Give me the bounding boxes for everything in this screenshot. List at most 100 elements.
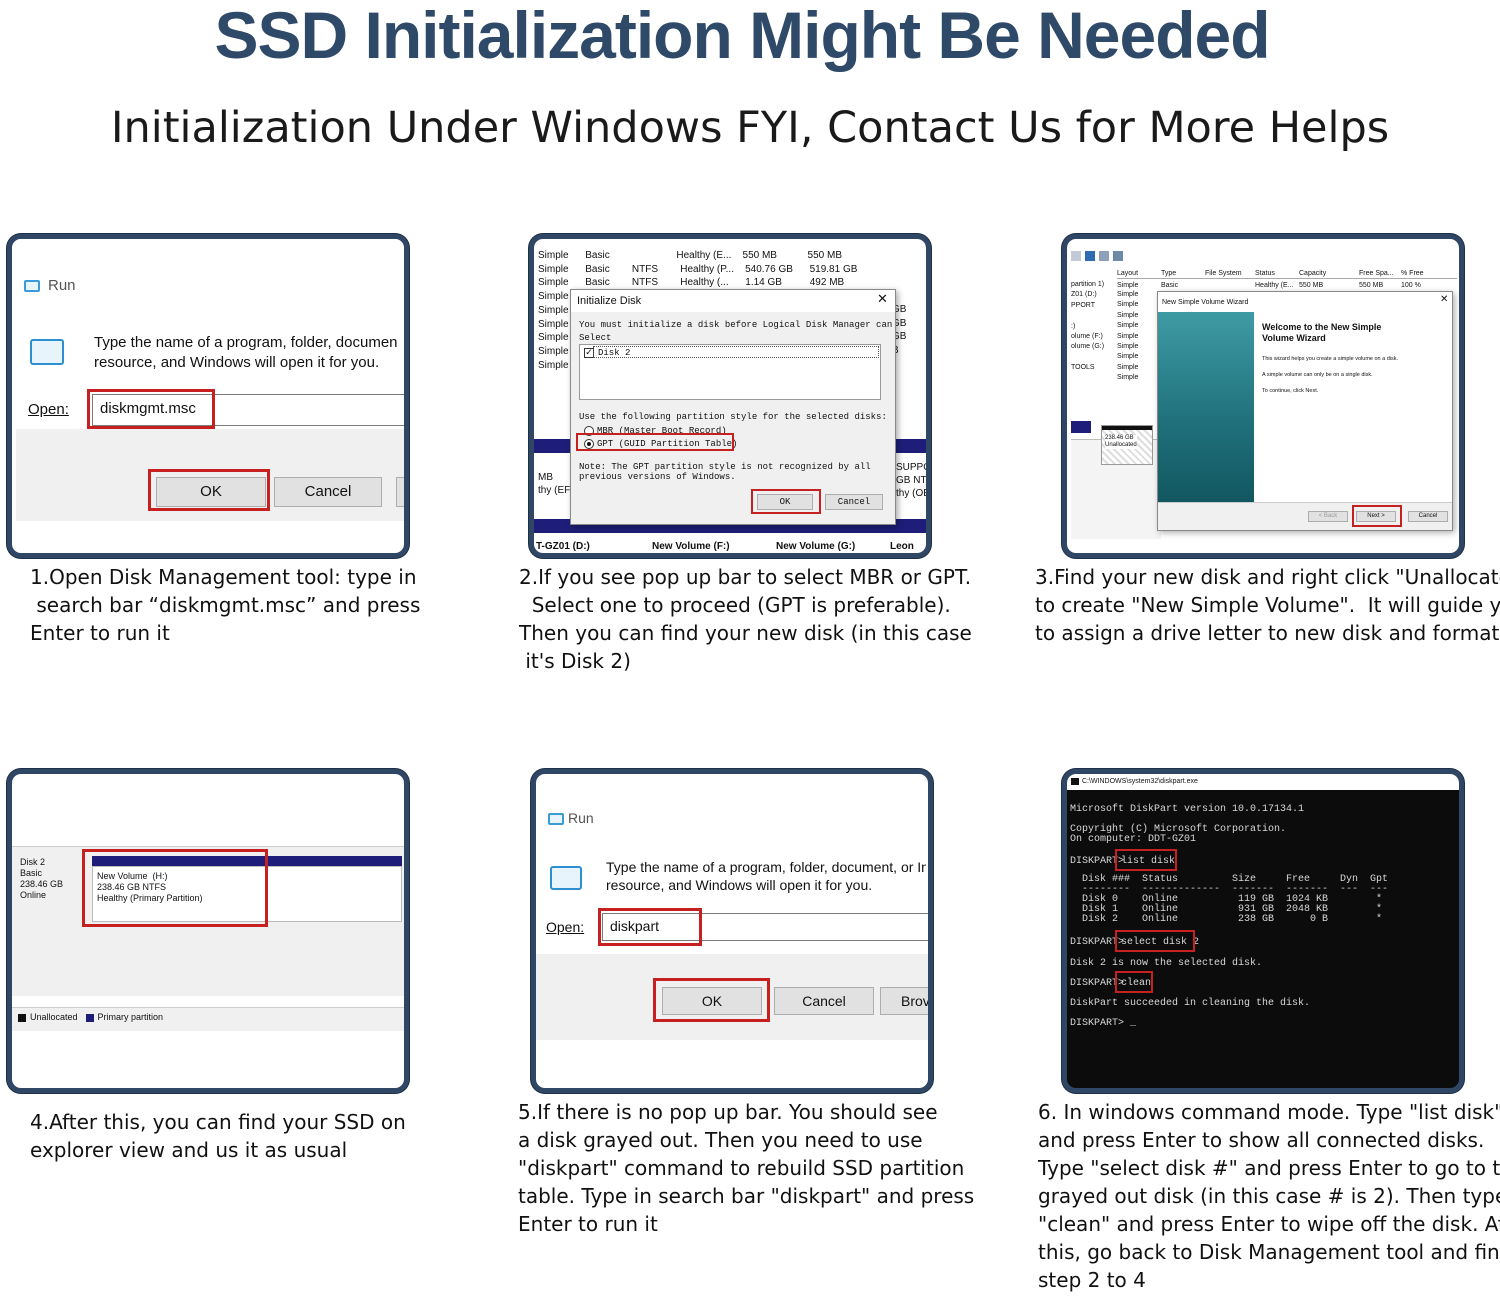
open-label: Open: (28, 401, 69, 418)
volume-info: New Volume (H:) 238.46 GB NTFS Healthy (… (97, 871, 203, 903)
layout-row: Simple (1117, 291, 1139, 298)
highlight-ok (653, 978, 770, 1022)
close-icon[interactable]: ✕ (1440, 294, 1449, 305)
dialog-line2: Select (579, 333, 612, 343)
highlight-cmd3 (1115, 971, 1153, 993)
msg-selected: Disk 2 is now the selected disk. (1070, 958, 1263, 969)
mbr-radio[interactable] (584, 426, 594, 436)
highlight-ok (751, 489, 821, 514)
page-subtitle: Initialization Under Windows FYI, Contac… (110, 103, 1390, 153)
left-fragment: MB thy (EFI (538, 472, 574, 496)
open-label: Open: (546, 919, 585, 935)
mbr-label: MBR (Master Boot Record) (597, 426, 727, 436)
step2-screenshot: Simple Basic Healthy (E... 550 MB 550 MB… (529, 234, 931, 558)
layout-row: Simple (1117, 311, 1139, 319)
table-row: Simple (538, 304, 569, 316)
table-row: Simple (538, 359, 569, 371)
unallocated-label: 238.46 GB Unallocated (1105, 435, 1137, 449)
table-row: Simple (538, 332, 569, 344)
layout-column: Simple Simple Simple Simple Simple Simple Simp… (1117, 290, 1157, 384)
dialog-line1: You must initialize a disk before Logica… (579, 320, 893, 330)
console-final-prompt[interactable]: DISKPART> _ (1070, 1018, 1137, 1029)
dialog-title: Run (48, 277, 76, 294)
wizard-p1: This wizard helps you create a simple vo… (1262, 356, 1399, 362)
bottom-volumes: T-GZ01 (D:) New Volume (F:) New Volume (… (536, 541, 914, 552)
next-button[interactable]: Next > (1356, 511, 1396, 522)
cmd-select-disk: select disk 2 (1121, 937, 1200, 948)
initialize-disk-dialog: Initialize Disk ✕ You must initialize a … (570, 289, 896, 525)
legend-unallocated: Unallocated (30, 1012, 78, 1022)
table-row: Simple (538, 345, 569, 357)
step6-screenshot: C:\WINDOWS\system32\diskpart.exe Microso… (1062, 769, 1464, 1093)
layout-row: Simple (1117, 353, 1139, 361)
highlight-input (87, 389, 215, 429)
run-icon-small (548, 813, 564, 825)
gpt-label: GPT (GUID Partition Table) (597, 439, 738, 449)
table-row: Simple Basic Healthy (E... 550 MB 550 MB (538, 250, 842, 261)
console-title: C:\WINDOWS\system32\diskpart.exe (1082, 778, 1198, 785)
layout-row: Simple (1117, 332, 1139, 340)
legend: Unallocated Primary partition (18, 1012, 163, 1023)
browse-button-partial[interactable] (396, 477, 404, 507)
left-row: partition 1) (1071, 281, 1105, 288)
cancel-button[interactable]: Cancel (825, 494, 883, 510)
cancel-button[interactable]: Cancel (1408, 511, 1448, 522)
console-copyright: Copyright (C) Microsoft Corporation. On … (1070, 824, 1287, 845)
gpt-radio[interactable] (584, 439, 594, 449)
disk-list[interactable] (579, 344, 881, 400)
console-version: Microsoft DiskPart version 10.0.17134.1 (1070, 804, 1305, 815)
step4-caption: 4.After this, you can find your SSD on e… (30, 1110, 406, 1162)
disk-table: Disk ### Status Size Free Dyn Gpt ------… (1082, 874, 1389, 925)
layout-row: Simple (1117, 342, 1139, 350)
run-prompt: Type the name of a program, folder, docu… (94, 334, 398, 371)
ok-button[interactable]: OK (156, 477, 266, 507)
wizard-heading: Welcome to the New Simple Volume Wizard (1262, 322, 1382, 343)
right-fragment2: SUPPO GB NT thy (OE (896, 462, 931, 499)
step3-screenshot: Layout Type File System Status Capacity Free … (1062, 234, 1464, 558)
wizard-banner (1158, 312, 1254, 502)
open-input-value: diskmgmt.msc (100, 400, 196, 417)
note: Note: The GPT partition style is not rec… (579, 462, 871, 482)
table-row: Simple Basic NTFS Healthy (P... 540.76 G… (538, 263, 858, 275)
run-icon (550, 866, 582, 890)
table-row: Simple (538, 291, 569, 303)
cancel-button[interactable]: Cancel (274, 477, 382, 507)
console-prompt3: DISKPART> (1070, 978, 1125, 989)
left-row: Z01 (D:) (1071, 291, 1097, 299)
step5-screenshot: Run Type the name of a program, folder, … (531, 769, 933, 1093)
disk-item: Disk 2 (598, 348, 631, 358)
highlight-next (1352, 505, 1402, 527)
close-icon[interactable]: ✕ (877, 292, 888, 307)
layout-row: Simple (1117, 301, 1139, 309)
page-title: SSD Initialization Might Be Needed (214, 0, 1270, 72)
open-input[interactable] (92, 394, 404, 426)
dialog-title: Run (568, 810, 594, 826)
cmd-clean: clean (1121, 978, 1152, 989)
highlight-input (598, 908, 702, 946)
layout-row: Simple (1117, 322, 1139, 330)
toolbar (1071, 251, 1131, 263)
back-button[interactable]: < Back (1308, 511, 1348, 522)
wizard-p3: To continue, click Next. (1262, 388, 1319, 394)
unallocated-block[interactable]: 238.46 GB Unallocated (1101, 425, 1153, 465)
cmd-list-disk: list disk (1121, 856, 1176, 867)
ok-button[interactable]: OK (757, 494, 813, 510)
ok-button[interactable]: OK (662, 987, 762, 1015)
dialog-title: Initialize Disk (577, 295, 642, 307)
wizard-title: New Simple Volume Wizard (1162, 299, 1249, 306)
table-row: Simple (538, 318, 569, 330)
left-row: TOOLS (1071, 364, 1095, 372)
console-icon (1071, 778, 1079, 785)
step3-caption: 3.Find your new disk and right click "Un… (1035, 565, 1500, 645)
first-row: Simple Basic Healthy (E... 550 MB 550 MB 100 … (1117, 282, 1421, 289)
highlight-cmd1 (1115, 849, 1177, 871)
cancel-button[interactable]: Cancel (774, 987, 874, 1015)
highlight-ok (148, 469, 270, 511)
open-input[interactable] (602, 913, 928, 941)
step4-screenshot: Disk 2 Basic 238.46 GB Online New Volume… (7, 769, 409, 1093)
legend-primary: Primary partition (97, 1012, 164, 1022)
browse-button-partial[interactable]: Brov (880, 987, 928, 1015)
new-volume-h[interactable] (92, 866, 402, 922)
left-row: PPORT (1071, 301, 1095, 309)
step2-caption: 2.If you see pop up bar to select MBR or… (519, 565, 972, 673)
